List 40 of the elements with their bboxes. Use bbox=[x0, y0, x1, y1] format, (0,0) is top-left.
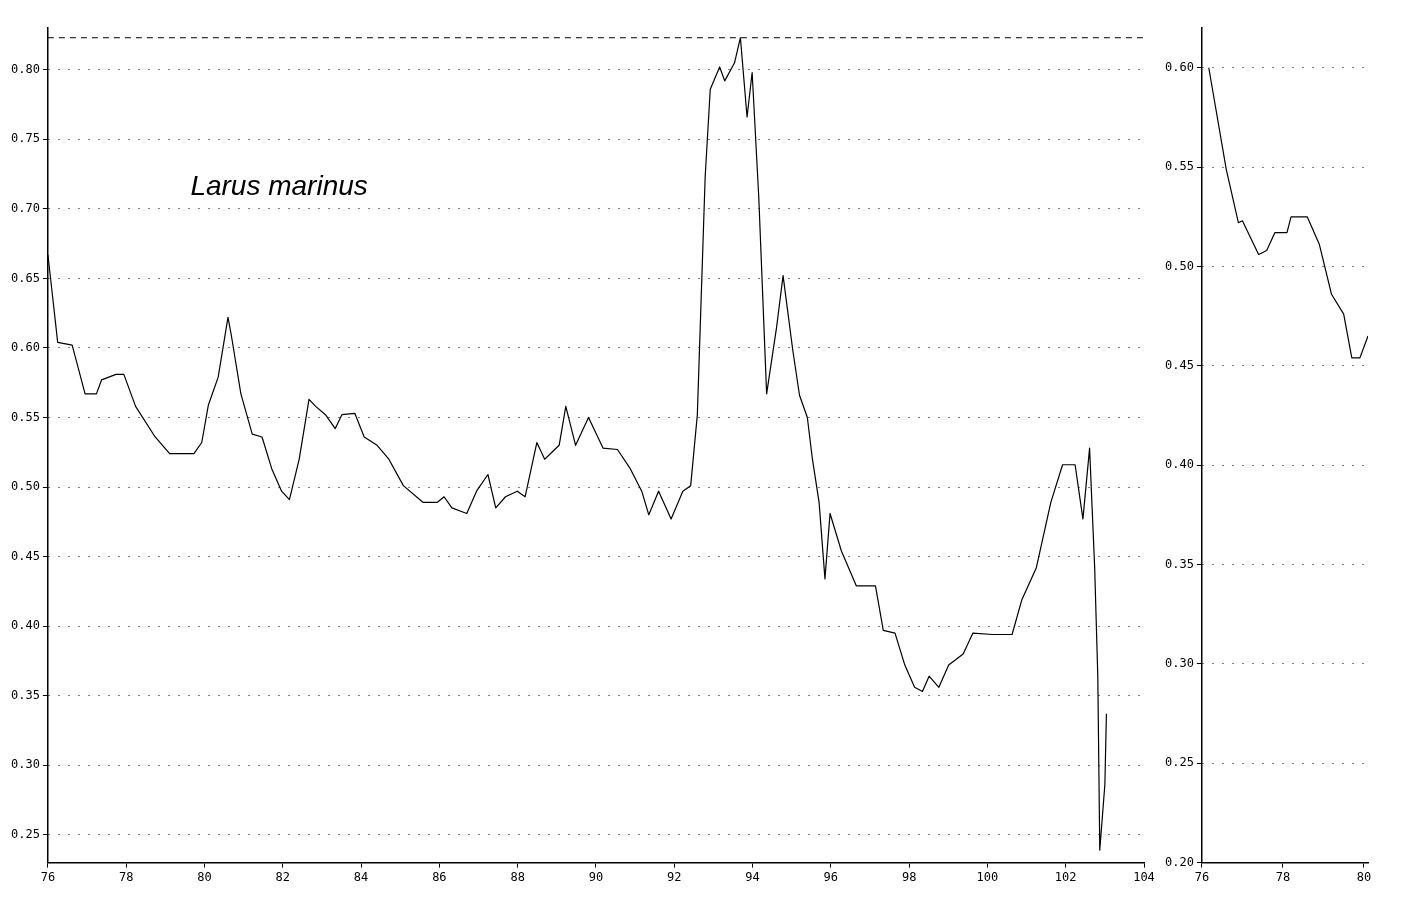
y-tick-label: 0.75 bbox=[10, 131, 40, 146]
x-tick-label: 102 bbox=[1054, 869, 1077, 884]
x-tick-label: 84 bbox=[353, 869, 369, 884]
y-tick-label: 0.50 bbox=[10, 479, 40, 494]
y-tick-label: 0.55 bbox=[10, 409, 40, 424]
x-tick-label: 88 bbox=[510, 869, 525, 884]
y-tick-label: 0.50 bbox=[1164, 258, 1194, 273]
y-tick-label: 0.45 bbox=[1164, 357, 1194, 372]
x-tick-label: 104 bbox=[1133, 869, 1155, 884]
y-tick-label: 0.60 bbox=[10, 340, 40, 355]
y-tick-label: 0.35 bbox=[1164, 556, 1194, 571]
y-tick-label: 0.45 bbox=[10, 548, 40, 563]
x-tick-label: 76 bbox=[1194, 869, 1210, 884]
y-tick-label: 0.25 bbox=[1164, 755, 1194, 770]
x-tick-label: 78 bbox=[1275, 869, 1291, 884]
x-tick-label: 98 bbox=[901, 869, 917, 884]
x-tick-label: 90 bbox=[588, 869, 604, 884]
x-tick-label: 76 bbox=[40, 869, 56, 884]
y-tick-label: 0.20 bbox=[1164, 854, 1194, 869]
y-tick-label: 0.40 bbox=[10, 618, 40, 633]
annotation: Larus marinus bbox=[190, 169, 368, 201]
y-tick-label: 0.60 bbox=[1164, 59, 1194, 74]
x-tick-label: 78 bbox=[118, 869, 134, 884]
x-tick-label: 86 bbox=[432, 869, 447, 884]
x-tick-label: 96 bbox=[823, 869, 839, 884]
y-tick-label: 0.35 bbox=[10, 687, 40, 702]
y-tick-label: 0.70 bbox=[10, 200, 40, 215]
y-tick-label: 0.25 bbox=[10, 826, 40, 841]
y-tick-label: 0.55 bbox=[1164, 159, 1194, 174]
x-tick-label: 80 bbox=[197, 869, 212, 884]
y-tick-label: 0.40 bbox=[1164, 457, 1194, 472]
y-tick-label: 0.30 bbox=[1164, 656, 1194, 671]
y-tick-label: 0.65 bbox=[10, 270, 40, 285]
y-tick-label: 0.80 bbox=[10, 61, 40, 76]
x-tick-label: 82 bbox=[275, 869, 290, 884]
x-tick-label: 80 bbox=[1356, 869, 1372, 884]
x-tick-label: 94 bbox=[745, 869, 760, 884]
y-tick-label: 0.30 bbox=[10, 757, 40, 772]
x-tick-label: 92 bbox=[667, 869, 682, 884]
x-tick-label: 100 bbox=[976, 869, 999, 884]
